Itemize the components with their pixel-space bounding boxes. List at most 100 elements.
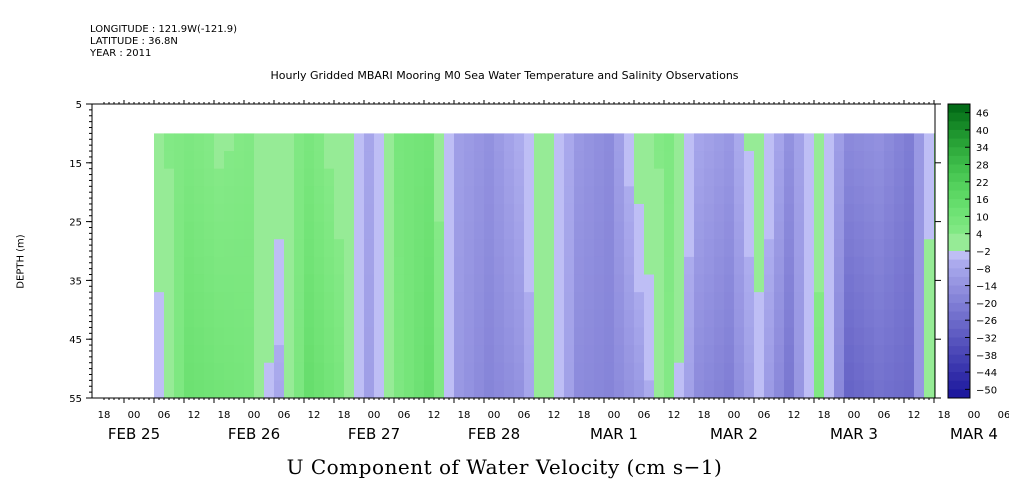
heatmap-cell (414, 168, 425, 187)
heatmap-cell (344, 345, 355, 364)
heatmap-cell (534, 203, 545, 223)
colorbar-band (948, 181, 970, 191)
x-tick-label: 12 (908, 410, 921, 421)
heatmap-cell (654, 168, 665, 187)
heatmap-cell (204, 186, 215, 205)
heatmap-cell (674, 203, 685, 223)
heatmap-cell (234, 256, 245, 276)
heatmap-cell (884, 168, 895, 187)
heatmap-cell (844, 362, 855, 381)
heatmap-cell (824, 380, 835, 399)
heatmap-cell (644, 345, 655, 364)
chart-title: Hourly Gridded MBARI Mooring M0 Sea Wate… (270, 69, 739, 82)
heatmap-cell (544, 168, 555, 187)
heatmap-cell (784, 309, 795, 328)
heatmap-cell (594, 221, 605, 240)
heatmap-cell (484, 292, 495, 311)
heatmap-cell (294, 345, 305, 364)
heatmap-cell (414, 309, 425, 328)
heatmap-cell (724, 151, 735, 170)
heatmap-cell (784, 345, 795, 364)
colorbar-label: 34 (976, 143, 989, 154)
heatmap-cell (494, 345, 505, 364)
heatmap-cell (514, 362, 525, 381)
heatmap-cell (604, 186, 615, 205)
heatmap-cell (824, 345, 835, 364)
heatmap-cell (584, 239, 595, 258)
heatmap-cell (914, 292, 925, 311)
heatmap-cell (884, 203, 895, 223)
heatmap-cell (474, 309, 485, 328)
x-tick-label: 00 (128, 410, 141, 421)
heatmap-cell (244, 168, 255, 187)
heatmap-cell (234, 133, 245, 152)
heatmap-cell (204, 345, 215, 364)
heatmap-cell (304, 168, 315, 187)
heatmap-cell (404, 168, 415, 187)
heatmap-cell (734, 362, 745, 381)
heatmap-cell (564, 151, 575, 170)
heatmap-cell (464, 345, 475, 364)
heatmap-cell (174, 292, 185, 311)
heatmap-cell (174, 168, 185, 187)
heatmap-cell (244, 345, 255, 364)
heatmap-cell (804, 380, 815, 399)
date-label: MAR 4 (950, 425, 998, 443)
heatmap-cell (614, 309, 625, 328)
heatmap-cell (864, 221, 875, 240)
x-tick-label: 18 (578, 410, 591, 421)
heatmap-cell (604, 327, 615, 346)
heatmap-cell (604, 362, 615, 381)
heatmap-cell (654, 256, 665, 276)
colorbar-band (948, 155, 970, 166)
heatmap-cell (874, 345, 885, 364)
heatmap-cell (824, 151, 835, 170)
heatmap-cell (574, 362, 585, 381)
heatmap-cell (534, 345, 545, 364)
heatmap-cell (824, 292, 835, 311)
heatmap-cell (784, 327, 795, 346)
heatmap-cell (764, 380, 775, 399)
heatmap-cell (534, 327, 545, 346)
heatmap-cell (704, 203, 715, 223)
heatmap-cell (874, 168, 885, 187)
heatmap-cell (884, 256, 895, 276)
heatmap-cell (404, 292, 415, 311)
heatmap-cell (204, 362, 215, 381)
heatmap-cell (474, 221, 485, 240)
heatmap-cell (664, 380, 675, 399)
colorbar-band (948, 251, 970, 261)
heatmap-cell (794, 380, 805, 399)
heatmap-cell (284, 221, 295, 240)
heatmap-cell (204, 380, 215, 399)
heatmap-cell (264, 362, 275, 381)
colorbar-label: −2 (976, 247, 991, 258)
heatmap-cell (214, 345, 225, 364)
heatmap-cell (574, 309, 585, 328)
heatmap-cell (704, 292, 715, 311)
heatmap-cell (864, 309, 875, 328)
heatmap-cell (384, 239, 395, 258)
heatmap-cell (814, 274, 825, 293)
heatmap-cell (614, 186, 625, 205)
heatmap-cell (894, 345, 905, 364)
heatmap-cell (354, 221, 365, 240)
colorbar-band (948, 276, 970, 287)
heatmap-cell (274, 186, 285, 205)
heatmap-cell (564, 380, 575, 399)
heatmap-cell (154, 239, 165, 258)
heatmap-cell (504, 380, 515, 399)
heatmap-cell (734, 203, 745, 223)
heatmap-cell (614, 133, 625, 152)
heatmap-cell (774, 256, 785, 276)
heatmap-cell (544, 221, 555, 240)
heatmap-cell (694, 151, 705, 170)
heatmap-cell (634, 274, 645, 293)
heatmap-cell (524, 380, 535, 399)
heatmap-cell (404, 345, 415, 364)
heatmap-cell (584, 151, 595, 170)
y-tick-label: 25 (69, 218, 82, 229)
heatmap-cell (684, 239, 695, 258)
heatmap-cell (684, 133, 695, 152)
heatmap-cell (764, 345, 775, 364)
